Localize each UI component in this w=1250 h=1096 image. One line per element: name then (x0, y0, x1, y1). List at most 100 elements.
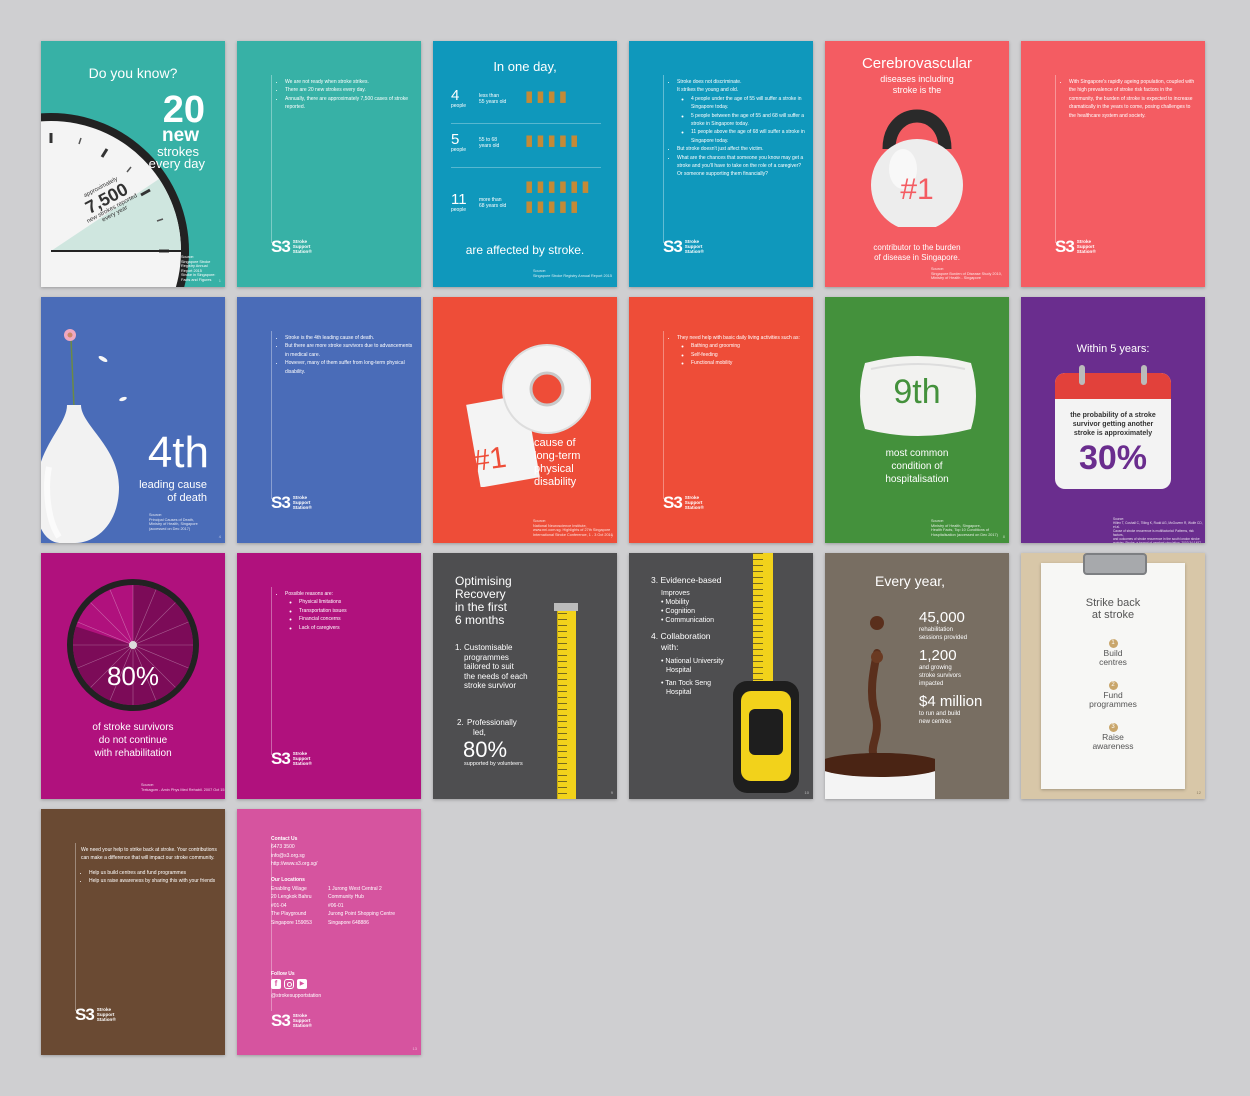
step-number-icon: 3 (1108, 723, 1118, 732)
body-text: Stroke does not discriminate.It strikes … (669, 78, 805, 179)
step-number-icon: 2 (1108, 681, 1118, 690)
calendar-ring (1079, 365, 1085, 385)
youtube-icon[interactable]: ▶ (297, 979, 307, 989)
stat-every-day: every day (148, 156, 205, 171)
card-teal-text: We are not ready when stroke strikes. Th… (237, 41, 421, 287)
stat-survivors: 1,200 and growing stroke survivors impacte… (919, 647, 962, 687)
location-a: Enabling Village 20 Lengkok Bahru #01-04 Th… (271, 886, 312, 926)
card-do-you-know: Do you know? 20 new strokes every day ap… (41, 41, 225, 287)
probability-text: the probability of a stroke survivor gett… (1070, 412, 1156, 437)
point-2: 2. Professionally led, (457, 718, 517, 737)
page-number: 12 (1196, 790, 1201, 795)
page-number: 10 (804, 790, 809, 795)
s3-logo: S3 Stroke Support Station® (271, 493, 312, 512)
card-4th-cause: 4th leading cause of death Source: Princi… (41, 297, 225, 543)
stat-80: 80% (106, 661, 160, 691)
stat-80: 80% (463, 737, 508, 762)
page-number: 8 (1002, 534, 1005, 539)
stat-million: $4 million to run and build new centres (919, 693, 983, 725)
card-coral-text: With Singapore's rapidly ageing populati… (1021, 41, 1205, 287)
heading-4: 4. Collaboration with: (651, 631, 711, 652)
card-optimising-recovery: Optimising Recovery in the first 6 months 1… (433, 553, 617, 799)
probability-30: 30% (1078, 439, 1148, 477)
improves-list: Improves • Mobility • Cognition • Communic… (661, 590, 715, 624)
card-periwinkle-text: Stroke is the 4th leading cause of death… (237, 297, 421, 543)
toilet-roll-icon (466, 344, 591, 487)
card-every-year: Every year, 45,000 rehabilitation session… (825, 553, 1009, 799)
kettlebell-icon (871, 109, 963, 227)
age-row-1: 4 people less than 55 years old ▮▮▮▮ (451, 87, 571, 109)
source-note: Source: Singapore Burden of Disease Study… (931, 267, 1002, 281)
source-note: Source: Hillen T, Coshall C, Tilling K, R… (1113, 517, 1203, 543)
rank-number: #1 (470, 440, 509, 479)
card-cerebrovascular: Cerebrovascular diseases including strok… (825, 41, 1009, 287)
label-block: of stroke survivors do not continue with r… (92, 722, 174, 759)
divider (663, 75, 664, 243)
website-link[interactable]: http://www.s3.org.sg/ (271, 861, 318, 868)
s3-logo: S3 Stroke Support Station® (663, 237, 704, 256)
source-note: Source: Trekagom - Amin Phys Med Rehabil.… (141, 783, 225, 792)
card-contact: Contact Us 6473 3500 info@s3.org.sg http… (237, 809, 421, 1055)
row-divider (451, 167, 601, 168)
card-blue-text: Stroke does not discriminate.It strikes … (629, 41, 813, 287)
calendar-header (1055, 373, 1171, 399)
s3-logo: S3 Stroke Support Station® (75, 1005, 116, 1024)
card-strike-back: Strike back at stroke 1 Build centres 2 Fu… (1021, 553, 1205, 799)
wheel-chart (67, 579, 199, 711)
page-number: 7 (610, 534, 613, 539)
s3-logo: S3 Stroke Support Station® (271, 749, 312, 768)
divider (271, 75, 272, 243)
clock-illustration (41, 113, 189, 287)
facebook-icon[interactable]: f (271, 979, 281, 989)
step-3: 3 Raise awareness (1092, 723, 1134, 751)
locations-heading: Our Locations (271, 877, 305, 883)
label-2: of death (167, 492, 207, 504)
row-divider (451, 123, 601, 124)
body-text: Stroke is the 4th leading cause of death… (277, 334, 413, 376)
figures-icon: ▮▮▮▮ (525, 88, 571, 105)
calendar-icon (1055, 373, 1171, 489)
page-number: 4 (218, 534, 221, 539)
body-text: Possible reasons are: Physical limitatio… (277, 590, 413, 632)
volunteers-text: supported by volunteers (464, 761, 523, 767)
tape-hook (554, 603, 578, 611)
stat-new: new (162, 125, 199, 146)
age-row-2: 5 people 55 to 68 years old ▮▮▮▮▮ (451, 131, 582, 153)
email-link[interactable]: info@s3.org.sg (271, 852, 305, 859)
source-note: Source: Singapore Stroke Registry Annual R… (181, 255, 216, 282)
card-in-one-day: In one day, 4 people less than 55 years … (433, 41, 617, 287)
stat-20: 20 (162, 89, 205, 131)
follow-heading: Follow Us (271, 971, 295, 977)
card-80-percent: 80% of stroke survivors do not continue wi… (41, 553, 225, 799)
social-handle[interactable]: @strokesupportstation (271, 993, 322, 999)
coffee-drop-illustration (825, 616, 935, 799)
card-title: In one day, (493, 59, 557, 74)
calendar-ring (1141, 365, 1147, 385)
tape-measure-icon (557, 607, 576, 799)
instagram-icon[interactable] (284, 979, 294, 989)
affected-text: are affected by stroke. (465, 243, 585, 257)
divider (663, 331, 664, 499)
page-number: 13 (412, 1046, 417, 1051)
pillow-icon (860, 356, 976, 436)
s3-logo: S3 Stroke Support Station® (1055, 237, 1096, 256)
tape-measure-icon (733, 681, 799, 793)
age-row-3: 11 people more than 68 years old ▮▮▮▮▮▮ ▮… (451, 178, 593, 215)
card-title: Strike back at stroke (1085, 597, 1141, 621)
card-within-5-years: Within 5 years: the probability of a str… (1021, 297, 1205, 543)
body-text: We need your help to strike back at stro… (81, 846, 217, 886)
divider (75, 843, 76, 1011)
location-b: 1 Jurong West Central 2 Community Hub #06-… (328, 886, 395, 926)
step-number-icon: 1 (1108, 639, 1118, 648)
s3-logo: S3 Stroke Support Station® (663, 493, 704, 512)
phone-number[interactable]: 6473 3500 (271, 844, 295, 851)
tape-blade (753, 553, 773, 693)
source-note: Source: Ministry of Health, Singapore, Hea… (931, 519, 998, 537)
point-1: 1. Customisable programmes tailored to sui… (455, 643, 528, 691)
card-evidence-based: 3. Evidence-based Improves • Mobility • C… (629, 553, 813, 799)
burden-line-1: contributor to the burden (873, 243, 961, 252)
card-title: Optimising Recovery in the first 6 months (455, 574, 512, 627)
source-note: Source: Principal Causes of Death, Ministr… (149, 513, 198, 531)
rank-number: #1 (900, 173, 934, 206)
card-title: Every year, (875, 573, 946, 589)
